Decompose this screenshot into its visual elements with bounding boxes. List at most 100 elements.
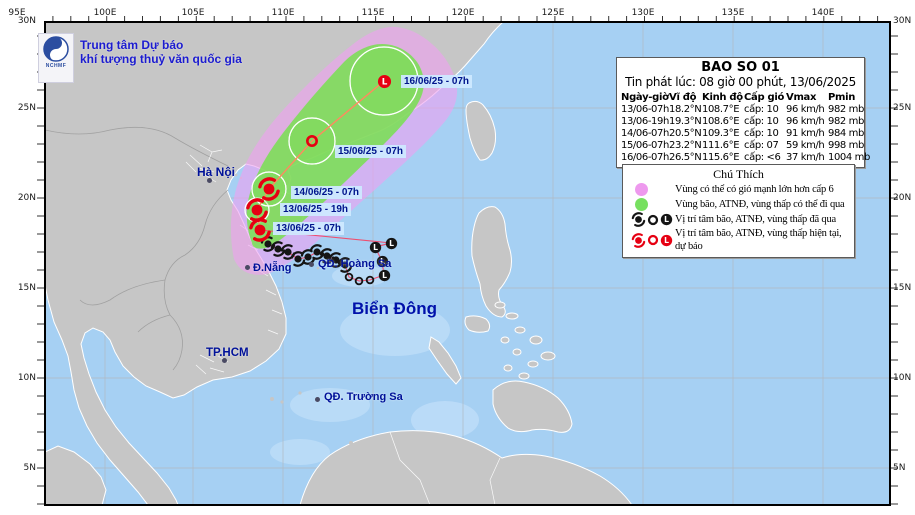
legend-title: Chú Thích	[713, 167, 764, 181]
land-masses	[45, 22, 633, 505]
pink-dot	[635, 183, 648, 196]
forecast-table-cell: 982 mb	[828, 104, 864, 115]
place-dot	[206, 177, 212, 183]
lat-label-left: 15N	[17, 283, 36, 293]
svg-text:L: L	[381, 77, 387, 87]
place-label: Hà Nội	[197, 165, 236, 179]
forecast-time-label: 15/06/25 - 07h	[335, 145, 407, 158]
forecast-table-cell: 59 km/h	[786, 140, 825, 151]
legend-item: Vùng có thể có gió mạnh lớn hơn cấp 6	[623, 182, 854, 197]
forecast-time-label: 13/06/25 - 07h	[273, 222, 345, 235]
place-dot	[244, 264, 250, 270]
past-position-circle-icon	[344, 272, 354, 282]
forecast-table-cell: 108.6°E	[702, 116, 740, 127]
forecast-table-cell: 109.3°E	[702, 128, 740, 139]
legend-item: Vùng bão, ATNĐ, vùng thấp có thể đi qua	[623, 197, 854, 212]
island-palawan	[428, 336, 462, 385]
past-position-low-icon: L	[385, 237, 398, 250]
past-position-typhoon-icon	[270, 241, 286, 257]
forecast-table-cell: 18.2°N	[669, 104, 702, 115]
lon-label: 115E	[361, 8, 385, 18]
forecast-table-cell: 91 km/h	[786, 128, 825, 139]
past-position-typhoon-icon	[319, 248, 335, 264]
island-sumatra	[45, 445, 107, 505]
forecast-table-cell: 984 mb	[828, 128, 864, 139]
past-position-low-icon: L	[378, 269, 391, 282]
lon-label: 125E	[541, 8, 565, 18]
place-label: QĐ. Hoàng Sa	[318, 258, 392, 270]
past-position-typhoon-icon	[337, 257, 353, 273]
storm-title: BAO SO 01	[701, 60, 780, 75]
forecast-table-cell: 13/06-19h	[621, 116, 669, 127]
past-position-circle-icon	[365, 275, 375, 285]
past-position-typhoon-icon	[328, 252, 344, 268]
past-position-low-icon: L	[376, 255, 389, 268]
legend-box: Chú Thích Vùng có thể có gió mạnh lớn hơ…	[622, 164, 855, 258]
forecast-position-typhoon-icon	[245, 198, 269, 222]
lat-label-right: 15N	[893, 283, 912, 293]
forecast-table-header: Vĩ độ	[669, 92, 697, 103]
forecast-time-label: 14/06/25 - 07h	[291, 186, 363, 199]
forecast-table-cell: 998 mb	[828, 140, 864, 151]
island-mindanao	[492, 380, 573, 433]
agency-header: NCHMF Trung tâm Dự báo khí tượng thuỷ vă…	[38, 33, 242, 83]
svg-text:L: L	[382, 270, 387, 279]
legend-past-symbols-icons: L	[623, 212, 675, 227]
lat-label-right: 10N	[893, 373, 912, 383]
legend-current-symbols-icons: L	[623, 232, 675, 248]
small-islets	[234, 173, 367, 452]
shallow-water-patches	[270, 265, 479, 465]
forecast-table-cell: 26.5°N	[669, 152, 702, 163]
legend-item-label: Vị trí tâm bão, ATNĐ, vùng thấp đã qua	[675, 214, 836, 225]
lon-label: 100E	[93, 8, 117, 18]
sea-name-label: Biển Đông	[352, 299, 437, 318]
svg-text:L: L	[380, 256, 385, 265]
place-label: TP.HCM	[206, 347, 249, 359]
lat-label-left: 30N	[17, 16, 36, 26]
forecast-table-cell: 108.7°E	[702, 104, 740, 115]
past-position-low-icon: L	[369, 241, 382, 254]
forecast-table-cell: cấp: 10	[744, 104, 779, 115]
forecast-table-cell: 23.2°N	[669, 140, 702, 151]
forecast-table-header: Pmin	[828, 92, 856, 103]
forecast-table-cell: 19.3°N	[669, 116, 702, 127]
forecast-table-cell: cấp: 10	[744, 116, 779, 127]
lon-label: 135E	[721, 8, 745, 18]
forecast-table-cell: 1004 mb	[828, 152, 870, 163]
past-position-typhoon-icon	[280, 244, 296, 260]
forecast-time-label: 16/06/25 - 07h	[401, 75, 473, 88]
nchmf-logo-abbr: NCHMF	[45, 63, 67, 69]
legend-item: L Vị trí tâm bão, ATNĐ, vùng thấp đã qua	[623, 212, 854, 227]
forecast-table-cell: 16/06-07h	[621, 152, 669, 163]
forecast-table-cell: cấp: 10	[744, 128, 779, 139]
forecast-table-cell: 15/06-07h	[621, 140, 669, 151]
forecast-table-header: Cấp gió	[744, 92, 785, 103]
lat-label-left: 25N	[17, 103, 36, 113]
lat-label-right: 20N	[893, 193, 912, 203]
past-position-circle-icon	[354, 276, 364, 286]
nchmf-logo: NCHMF	[38, 33, 74, 83]
agency-name-line2: khí tượng thuỷ văn quốc gia	[80, 52, 242, 66]
forecast-table-cell: 115.6°E	[702, 152, 740, 163]
legend-item-label: Vị trí tâm bão, ATNĐ, vùng thấp hiện tại…	[675, 228, 842, 252]
forecast-table-header: Ngày-giờ	[621, 92, 669, 103]
forecast-time-label: 13/06/25 - 19h	[280, 203, 352, 216]
island-mindoro	[464, 315, 491, 333]
svg-text:L: L	[389, 238, 394, 247]
forecast-table-cell: 20.5°N	[669, 128, 702, 139]
map-frame	[44, 21, 891, 506]
place-dot	[221, 357, 227, 363]
place-label: QĐ. Trường Sa	[324, 391, 403, 403]
forecast-table-cell: 96 km/h	[786, 104, 825, 115]
lon-label: 110E	[271, 8, 295, 18]
lat-label-left: 20N	[17, 193, 36, 203]
legend-rows: Vùng có thể có gió mạnh lớn hơn cấp 6 Vùn…	[623, 182, 854, 253]
lat-label-left: 10N	[17, 373, 36, 383]
forecast-table-header: Vmax	[786, 92, 817, 103]
green-dot	[635, 198, 648, 211]
svg-text:L: L	[664, 215, 669, 224]
agency-name-line1: Trung tâm Dự báo	[80, 38, 184, 52]
islands-visayas	[494, 301, 556, 380]
forecast-table-cell: cấp: <6	[744, 152, 781, 163]
